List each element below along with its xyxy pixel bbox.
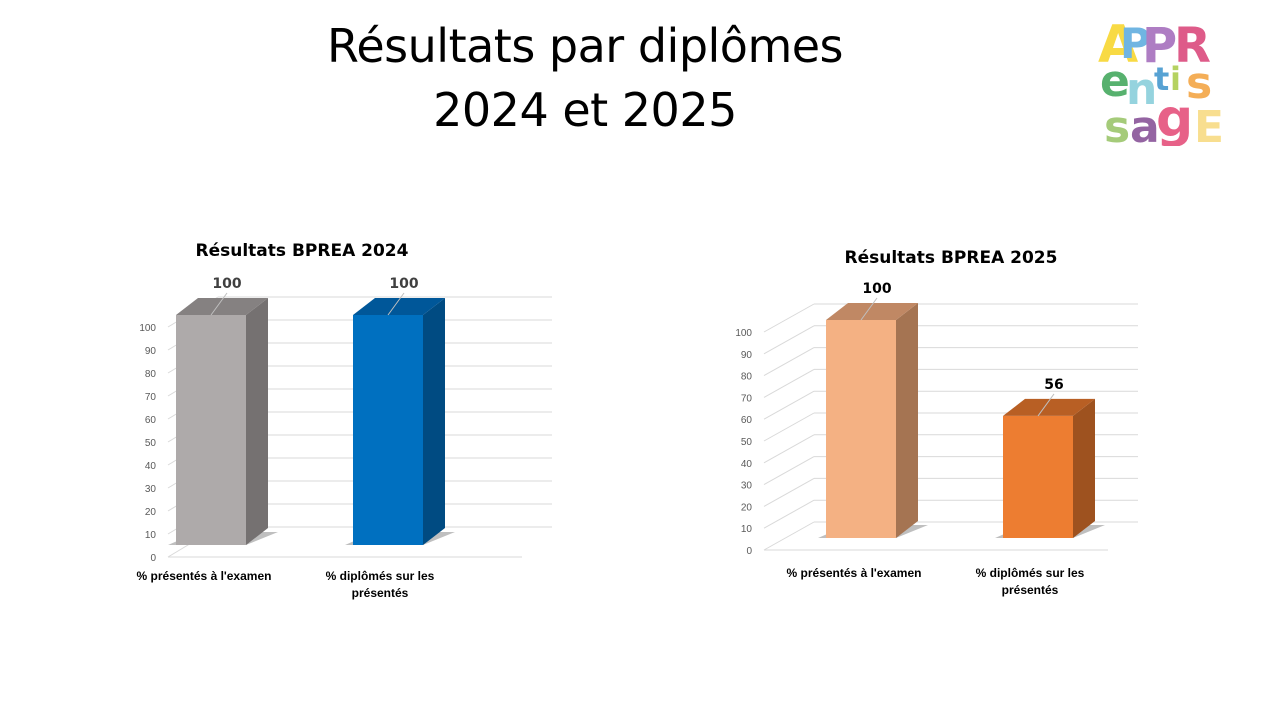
- chart-title: Résultats BPREA 2025: [845, 248, 1058, 268]
- svg-text:g: g: [1156, 89, 1193, 146]
- y-tick-label: 50: [145, 438, 157, 449]
- svg-text:s: s: [1186, 58, 1212, 109]
- svg-text:P: P: [1120, 19, 1151, 68]
- y-tick-label: 100: [735, 328, 752, 339]
- slide-title: Résultats par diplômes 2024 et 2025: [285, 14, 885, 142]
- y-tick-label: 40: [741, 459, 753, 470]
- y-tick-label: 20: [741, 502, 753, 513]
- svg-text:A: A: [1098, 18, 1138, 75]
- y-tick-label: 0: [150, 553, 156, 564]
- y-tick-label: 0: [746, 546, 752, 557]
- bar: 100: [168, 276, 278, 545]
- data-label: 100: [212, 276, 241, 292]
- apprentissage-logo-icon: A P P R e n t i s s a g E: [1098, 15, 1230, 153]
- y-tick-label: 30: [741, 481, 753, 492]
- slide-title-line-2: 2024 et 2025: [433, 83, 737, 137]
- bar: 100: [818, 281, 928, 538]
- y-tick-label: 10: [145, 530, 157, 541]
- y-axis: 0 10 20 30 40 50 60 70 80 90 100: [735, 328, 752, 557]
- y-tick-label: 90: [741, 350, 753, 361]
- bar: 100: [345, 276, 455, 545]
- svg-text:a: a: [1130, 102, 1160, 146]
- chart-title: Résultats BPREA 2024: [196, 241, 409, 261]
- chart-bprea-2025: Résultats BPREA 2025 0 10 20 30 40 50 60 70 80 90 1…: [700, 240, 1140, 610]
- y-tick-label: 80: [145, 369, 157, 380]
- bar: 56: [995, 377, 1105, 538]
- y-tick-label: 20: [145, 507, 157, 518]
- y-tick-label: 80: [741, 372, 753, 383]
- svg-text:E: E: [1194, 102, 1224, 146]
- y-tick-label: 60: [741, 415, 753, 426]
- slide-title-line-1: Résultats par diplômes: [326, 19, 844, 73]
- y-tick-label: 70: [741, 393, 753, 404]
- category-label: % diplômés sur les présentés: [976, 566, 1085, 597]
- y-tick-label: 100: [139, 323, 156, 334]
- category-label: % présentés à l'examen: [787, 566, 922, 580]
- svg-text:R: R: [1174, 18, 1211, 74]
- chart-bprea-2024: Résultats BPREA 2024 0 10 20 30 40 50 60 70 80 90 1…: [60, 230, 552, 610]
- data-label: 100: [862, 281, 891, 297]
- category-label: % diplômés sur les présentés: [326, 569, 435, 600]
- svg-text:P: P: [1142, 18, 1177, 74]
- y-tick-label: 50: [741, 437, 753, 448]
- y-tick-label: 60: [145, 415, 157, 426]
- y-tick-label: 70: [145, 392, 157, 403]
- category-label: % présentés à l'examen: [137, 569, 272, 583]
- data-label: 56: [1044, 377, 1063, 393]
- svg-text:n: n: [1126, 64, 1157, 115]
- y-tick-label: 10: [741, 524, 753, 535]
- svg-text:s: s: [1104, 102, 1130, 146]
- y-tick-label: 90: [145, 346, 157, 357]
- svg-text:e: e: [1100, 56, 1130, 107]
- y-axis: 0 10 20 30 40 50 60 70 80 90 100: [139, 323, 156, 564]
- svg-text:i: i: [1170, 60, 1181, 98]
- y-tick-label: 40: [145, 461, 157, 472]
- data-label: 100: [389, 276, 418, 292]
- svg-text:t: t: [1154, 60, 1169, 98]
- y-tick-label: 30: [145, 484, 157, 495]
